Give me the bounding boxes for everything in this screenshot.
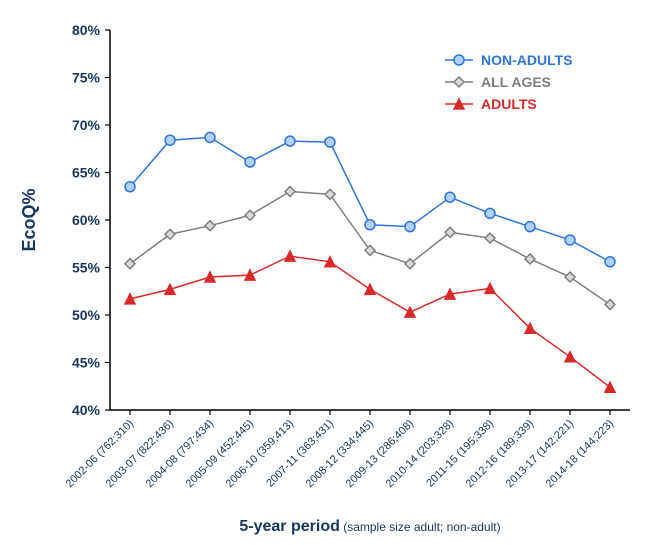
series-marker [365, 220, 375, 230]
x-tick-label: 2010-14 (203;328) [384, 418, 456, 490]
x-tick-label: 2014-18 (144;223) [544, 418, 616, 490]
y-tick-label: 60% [72, 212, 101, 228]
x-tick-label: 2004-08 (797;434) [144, 418, 216, 490]
series-marker [325, 189, 335, 199]
x-axis-title: 5-year period (sample size adult; non-ad… [239, 518, 500, 535]
x-tick-label: 2005-09 (452;445) [184, 418, 256, 490]
y-tick-label: 75% [72, 70, 101, 86]
legend-label: ALL AGES [481, 74, 551, 90]
x-tick-label: 2012-16 (189;339) [464, 418, 536, 490]
series-marker [565, 235, 575, 245]
series-marker [525, 254, 535, 264]
series-marker [245, 210, 255, 220]
series-marker [325, 137, 335, 147]
x-tick-label: 2002-06 (762;310) [64, 418, 136, 490]
series-marker [165, 135, 175, 145]
x-tick-label: 2007-11 (363;431) [264, 418, 336, 490]
series-marker [205, 132, 215, 142]
series-marker [605, 300, 615, 310]
series-marker [485, 233, 495, 243]
series-marker [525, 222, 535, 232]
x-tick-label: 2006-10 (359;413) [224, 418, 296, 490]
series-marker [125, 294, 135, 304]
x-tick-label: 2011-15 (195;338) [424, 418, 496, 490]
legend-label: ADULTS [481, 96, 537, 112]
series-marker [365, 245, 375, 255]
series-marker [285, 187, 295, 197]
series-marker [405, 307, 415, 317]
y-tick-label: 50% [72, 307, 101, 323]
y-tick-label: 65% [72, 165, 101, 181]
y-tick-label: 80% [72, 22, 101, 38]
series-marker [565, 352, 575, 362]
x-tick-label: 2013-17 (142;221) [504, 418, 576, 490]
y-axis-title: EcoQ% [19, 188, 39, 251]
series-marker [405, 222, 415, 232]
series-marker [125, 182, 135, 192]
x-tick-label: 2008-12 (334;445) [304, 418, 376, 490]
series-marker [285, 136, 295, 146]
series-marker [205, 221, 215, 231]
series-marker [485, 208, 495, 218]
legend-label: NON-ADULTS [481, 52, 573, 68]
series-marker [165, 284, 175, 294]
series-line-adults [130, 256, 610, 387]
series-marker [365, 284, 375, 294]
legend-marker [454, 77, 464, 87]
y-tick-label: 40% [72, 402, 101, 418]
x-tick-label: 2009-13 (286;408) [344, 418, 416, 490]
series-line-non-adults [130, 137, 610, 261]
chart-container: 40% 45% 50% 55% 60% 65% 70% 75% 80% EcoQ% 2002-06 … [0, 0, 670, 545]
series-marker [565, 272, 575, 282]
line-chart: 40% 45% 50% 55% 60% 65% 70% 75% 80% EcoQ% 2002-06 … [0, 0, 670, 545]
y-tick-label: 70% [72, 117, 101, 133]
legend-marker [454, 55, 464, 65]
series-marker [445, 192, 455, 202]
x-tick-label: 2003-07 (822;436) [104, 418, 176, 490]
series-marker [605, 257, 615, 267]
y-tick-label: 55% [72, 260, 101, 276]
series-marker [245, 157, 255, 167]
y-tick-label: 45% [72, 355, 101, 371]
